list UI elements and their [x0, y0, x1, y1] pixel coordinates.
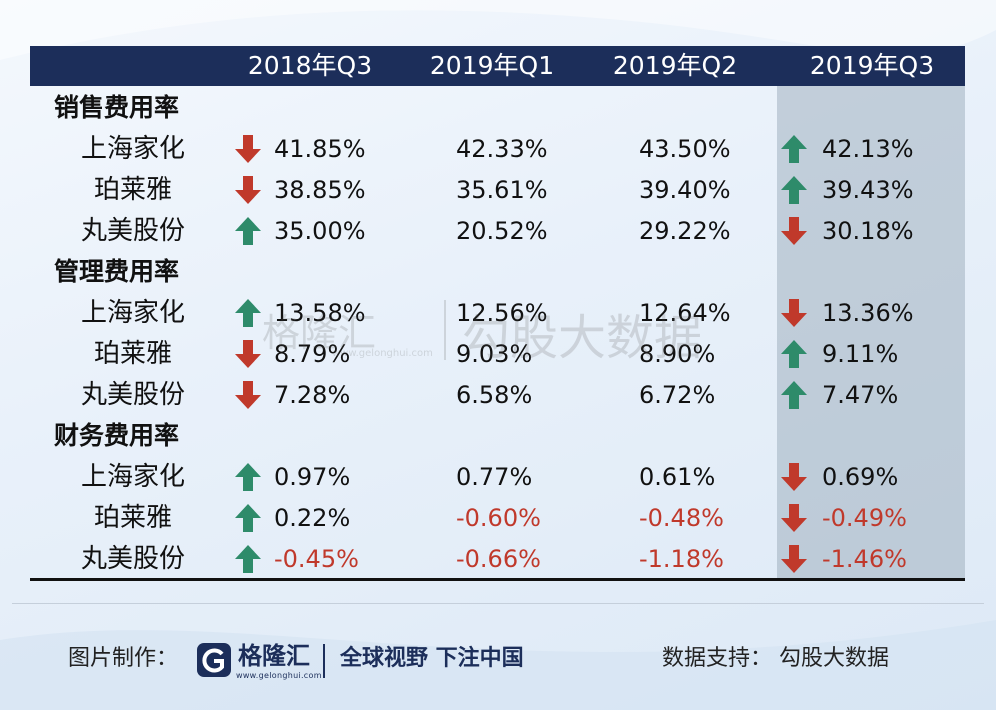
- arrow-up-icon: [235, 504, 261, 532]
- column-header: 2019年Q2: [612, 51, 738, 80]
- logo-name: 格隆汇: [238, 642, 310, 670]
- column-header: 2018年Q3: [247, 51, 373, 80]
- table-cell: 38.85%: [274, 176, 366, 204]
- table-cell: -0.45%: [274, 545, 359, 573]
- arrow-down-icon: [781, 299, 807, 327]
- highlighted-column: [777, 86, 965, 579]
- arrow-down-icon: [235, 340, 261, 368]
- table-cell: -1.18%: [639, 545, 724, 573]
- table-cell: 35.61%: [456, 176, 548, 204]
- table-cell: 0.97%: [274, 463, 351, 491]
- table-cell: -0.60%: [456, 504, 541, 532]
- table-cell: 29.22%: [639, 217, 731, 245]
- company-name: 丸美股份: [80, 216, 185, 246]
- table-cell: 41.85%: [274, 135, 366, 163]
- table-cell: 7.47%: [822, 381, 899, 409]
- arrow-up-icon: [781, 176, 807, 204]
- table-cell: 20.52%: [456, 217, 548, 245]
- table-cell: 39.40%: [639, 176, 731, 204]
- table-cell: 42.13%: [822, 135, 914, 163]
- table-cell: 8.90%: [639, 340, 716, 368]
- arrow-up-icon: [781, 340, 807, 368]
- section-title: 销售费用率: [54, 93, 180, 122]
- company-name: 上海家化: [80, 462, 185, 492]
- table-cell: 8.79%: [274, 340, 351, 368]
- table-cell: 35.00%: [274, 217, 366, 245]
- company-name: 珀莱雅: [93, 175, 172, 205]
- made-by-label: 图片制作：: [68, 646, 179, 671]
- table-cell: 12.64%: [639, 299, 731, 327]
- arrow-down-icon: [781, 545, 807, 573]
- arrow-down-icon: [235, 135, 261, 163]
- table-cell: 13.58%: [274, 299, 366, 327]
- table-header: 2018年Q3 2019年Q1 2019年Q2 2019年Q3: [30, 46, 965, 86]
- table-cell: -0.66%: [456, 545, 541, 573]
- gelonghui-logo-icon: [197, 643, 231, 677]
- watermark-url: www.gelonghui.com: [332, 348, 433, 359]
- table-cell: 30.18%: [822, 217, 914, 245]
- table-bottom-rule: [30, 578, 965, 581]
- table-cell: 7.28%: [274, 381, 351, 409]
- arrow-up-icon: [235, 463, 261, 491]
- arrow-down-icon: [781, 217, 807, 245]
- company-name: 珀莱雅: [93, 503, 172, 533]
- table-cell: 6.58%: [456, 381, 533, 409]
- company-name: 上海家化: [80, 298, 185, 328]
- company-name: 丸美股份: [80, 544, 185, 574]
- arrow-down-icon: [235, 381, 261, 409]
- table-cell: -0.49%: [822, 504, 907, 532]
- table-cell: 0.77%: [456, 463, 533, 491]
- table-cell: 39.43%: [822, 176, 914, 204]
- arrow-up-icon: [235, 217, 261, 245]
- watermark-brand: 勾股大数据: [462, 310, 703, 366]
- table-cell: 0.61%: [639, 463, 716, 491]
- watermark-logo: 格隆汇: [262, 311, 377, 355]
- arrow-up-icon: [781, 135, 807, 163]
- section-title: 财务费用率: [54, 421, 180, 450]
- table-cell: -1.46%: [822, 545, 907, 573]
- arrow-down-icon: [781, 463, 807, 491]
- footer-separator: [323, 644, 325, 678]
- table-cell: 9.03%: [456, 340, 533, 368]
- watermark-divider: [444, 300, 446, 360]
- company-name: 上海家化: [80, 134, 185, 164]
- data-support-label: 数据支持： 勾股大数据: [662, 646, 889, 671]
- arrow-up-icon: [781, 381, 807, 409]
- footer-divider: [12, 603, 984, 604]
- column-header: 2019年Q3: [809, 51, 935, 80]
- arrow-down-icon: [235, 176, 261, 204]
- arrow-up-icon: [235, 545, 261, 573]
- company-name: 珀莱雅: [93, 339, 172, 369]
- table-cell: 43.50%: [639, 135, 731, 163]
- table-cell: 13.36%: [822, 299, 914, 327]
- column-header: 2019年Q1: [429, 51, 555, 80]
- table-cell: 6.72%: [639, 381, 716, 409]
- arrow-up-icon: [235, 299, 261, 327]
- slogan: 全球视野 下注中国: [340, 646, 524, 671]
- company-name: 丸美股份: [80, 380, 185, 410]
- section-title: 管理费用率: [54, 257, 180, 286]
- logo-url: www.gelonghui.com: [236, 671, 322, 680]
- table-cell: 42.33%: [456, 135, 548, 163]
- table-cell: 12.56%: [456, 299, 548, 327]
- arrow-down-icon: [781, 504, 807, 532]
- table-cell: 0.69%: [822, 463, 899, 491]
- expense-ratio-table: 2018年Q3 2019年Q1 2019年Q2 2019年Q3 销售费用率上海家…: [30, 46, 965, 582]
- table-cell: 0.22%: [274, 504, 351, 532]
- table-cell: -0.48%: [639, 504, 724, 532]
- table-cell: 9.11%: [822, 340, 899, 368]
